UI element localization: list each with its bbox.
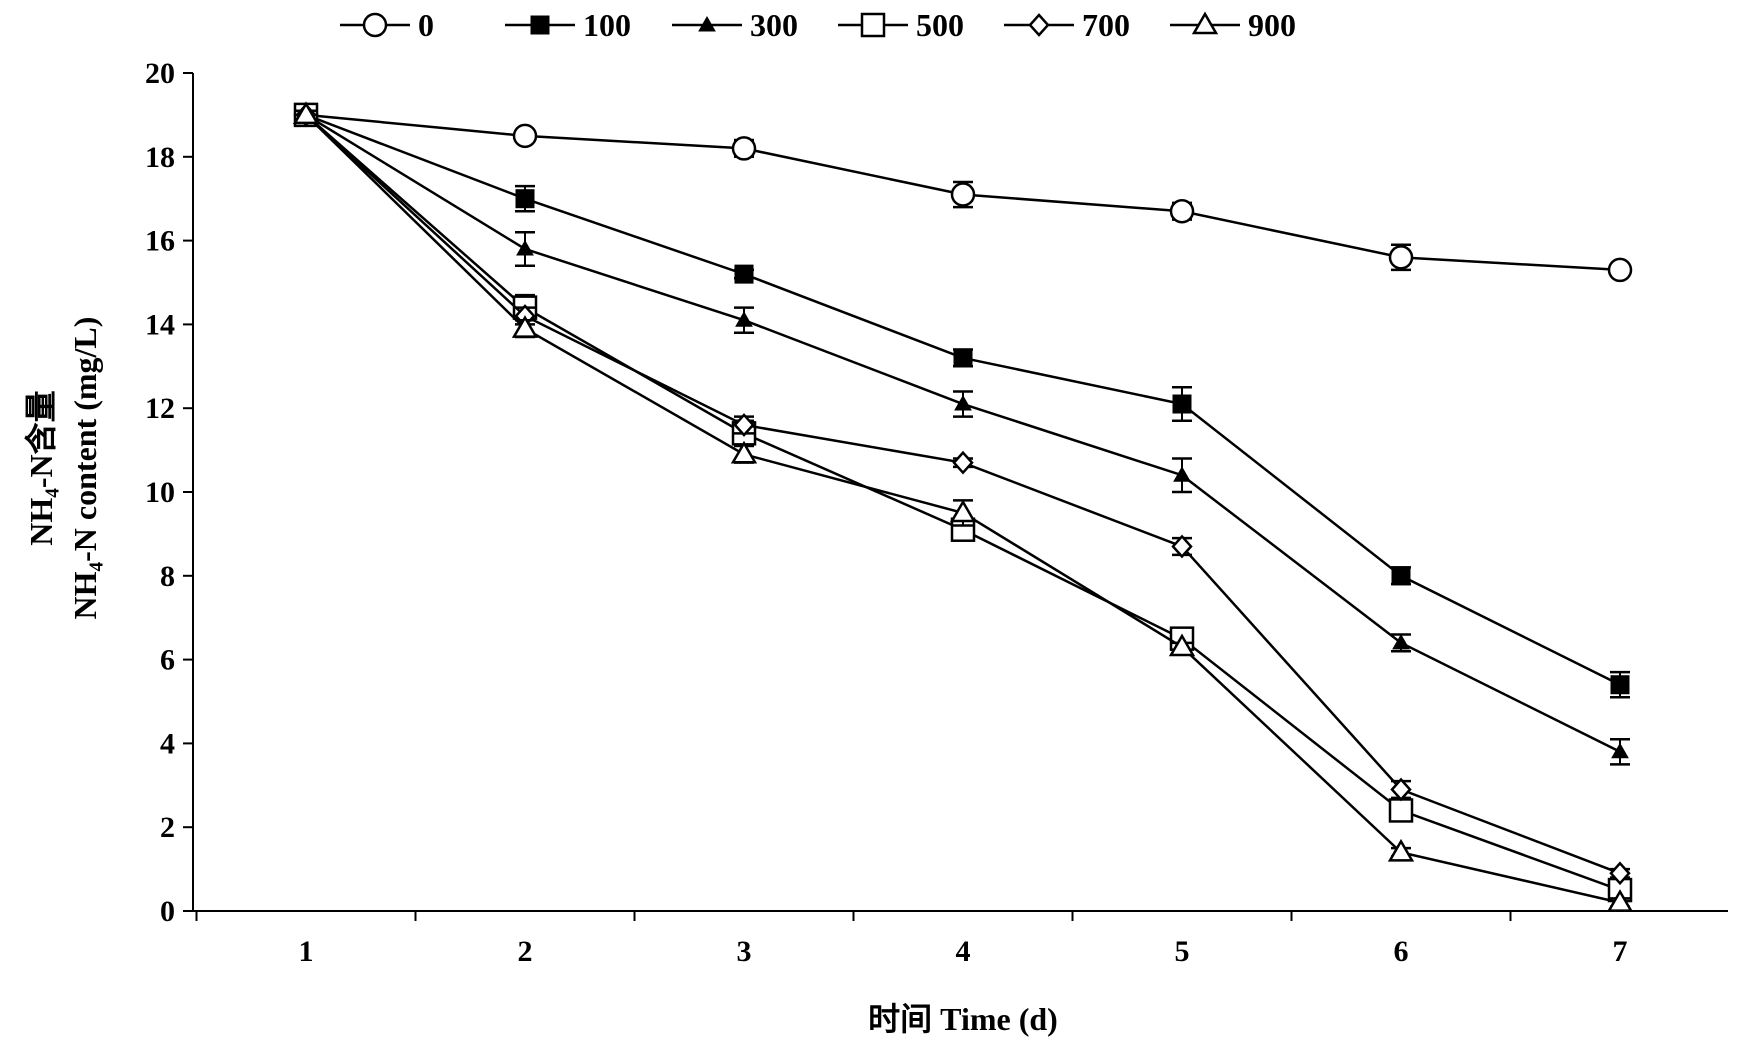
data-point-100 xyxy=(1172,394,1192,414)
series-0 xyxy=(293,102,1633,283)
series-line-700 xyxy=(305,113,1621,875)
data-point-900 xyxy=(511,315,539,338)
x-tick-label: 6 xyxy=(1394,935,1409,968)
data-point-900 xyxy=(1387,838,1415,862)
y-tick-label: 16 xyxy=(145,225,175,258)
legend-label: 700 xyxy=(1082,7,1130,43)
data-point-900 xyxy=(730,440,758,464)
legend-label: 0 xyxy=(418,7,434,43)
data-point-300 xyxy=(735,311,753,327)
data-point-300 xyxy=(1611,742,1629,759)
data-point-700 xyxy=(1171,534,1193,559)
data-point-0 xyxy=(731,136,757,161)
x-tick-label: 7 xyxy=(1613,935,1628,968)
series-900 xyxy=(292,101,1634,912)
data-point-700 xyxy=(952,450,974,475)
legend-marker xyxy=(530,15,550,35)
series-100 xyxy=(296,105,1630,699)
legend-item-0: 0 xyxy=(340,7,434,43)
y-tick-label: 0 xyxy=(160,895,175,928)
data-point-900 xyxy=(1606,889,1634,912)
data-point-0 xyxy=(1607,257,1633,283)
y-tick-label: 6 xyxy=(160,644,175,677)
y-axis-title-english: NH₄-N content (mg/L) xyxy=(67,317,103,620)
x-tick-label: 2 xyxy=(518,935,533,968)
data-point-300 xyxy=(1173,466,1191,482)
y-tick-label: 10 xyxy=(145,476,175,509)
data-point-100 xyxy=(734,264,754,284)
y-tick-label: 14 xyxy=(145,308,175,341)
legend-item-700: 700 xyxy=(1004,7,1130,43)
data-point-100 xyxy=(515,189,535,209)
data-point-100 xyxy=(1391,566,1411,586)
data-point-0 xyxy=(1169,199,1195,224)
series-700 xyxy=(295,103,1631,886)
data-point-100 xyxy=(1610,675,1630,695)
data-point-900 xyxy=(1168,633,1196,657)
x-tick-label: 1 xyxy=(299,935,314,968)
x-tick-label: 5 xyxy=(1175,935,1190,968)
y-axis-title-chinese: NH₄-N含量 xyxy=(23,390,59,545)
series-layer xyxy=(292,101,1634,912)
legend-item-900: 900 xyxy=(1170,7,1296,43)
y-tick-label: 8 xyxy=(160,560,175,593)
data-point-900 xyxy=(949,499,977,523)
legend-label: 100 xyxy=(583,7,631,43)
data-point-100 xyxy=(953,348,973,368)
data-point-0 xyxy=(512,123,538,149)
data-point-300 xyxy=(516,239,534,256)
data-point-500 xyxy=(1388,798,1414,823)
legend-marker xyxy=(860,12,886,38)
x-tick-label: 3 xyxy=(737,935,752,968)
data-point-700 xyxy=(1609,861,1631,886)
legend-label: 300 xyxy=(750,7,798,43)
y-tick-label: 12 xyxy=(145,392,175,425)
data-point-700 xyxy=(1390,777,1412,802)
legend: 0 100 300 500 700 900 xyxy=(340,7,1296,43)
data-point-900 xyxy=(292,101,320,125)
y-tick-label: 18 xyxy=(145,141,175,174)
legend-item-300: 300 xyxy=(672,7,798,43)
data-point-300 xyxy=(1392,633,1410,650)
y-tick-label: 4 xyxy=(160,727,175,760)
data-point-700 xyxy=(733,413,755,437)
legend-marker xyxy=(1191,11,1219,35)
series-line-300 xyxy=(305,113,1621,753)
legend-item-500: 500 xyxy=(838,7,964,43)
legend-marker xyxy=(362,12,388,38)
data-point-0 xyxy=(950,182,976,207)
y-tick-label: 2 xyxy=(160,811,175,844)
y-tick-label: 20 xyxy=(145,57,175,90)
legend-label: 500 xyxy=(916,7,964,43)
legend-marker xyxy=(698,15,716,32)
x-tick-label: 4 xyxy=(956,935,971,968)
x-axis-title: 时间 Time (d) xyxy=(868,1001,1058,1037)
data-point-300 xyxy=(954,395,972,411)
legend-item-100: 100 xyxy=(505,7,631,43)
data-point-0 xyxy=(1388,245,1414,270)
legend-marker xyxy=(1028,13,1050,37)
legend-label: 900 xyxy=(1248,7,1296,43)
